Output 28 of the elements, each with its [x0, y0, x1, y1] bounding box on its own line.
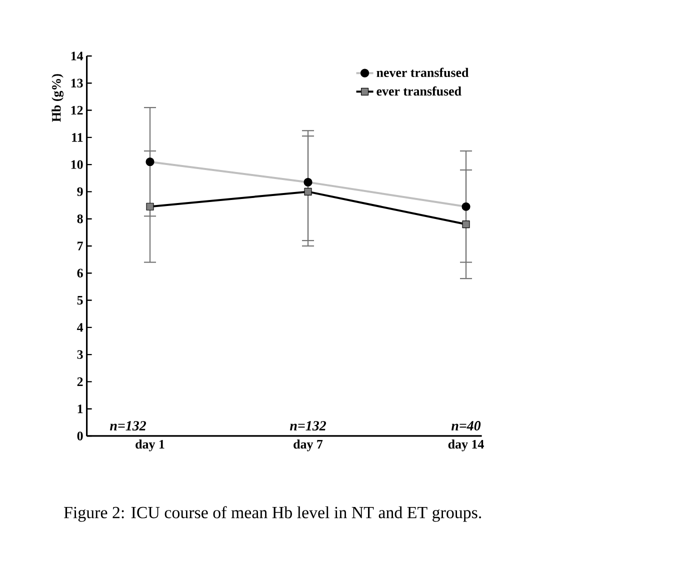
annotation: n=132	[110, 421, 146, 430]
y-tick-label: 5	[77, 296, 83, 305]
y-tick-label: 9	[77, 187, 83, 196]
point	[304, 188, 312, 196]
x-tick-label: day 1	[136, 440, 164, 452]
x-tick-label: day 7	[294, 440, 323, 452]
y-tick-label: 6	[77, 268, 83, 278]
y-tick-label: 10	[71, 160, 83, 169]
caption: Figure 2: ICU course of mean Hb level in NT and ET groups.	[64, 506, 482, 522]
y-tick-label: 8	[77, 214, 83, 224]
x-tick-label: day 14	[448, 440, 484, 452]
y-tick-label: 12	[71, 106, 83, 115]
point	[146, 202, 154, 210]
y-tick-label: 4	[76, 323, 84, 332]
y-tick-label: 3	[77, 350, 83, 359]
y-tick-label: 13	[71, 78, 83, 88]
legend-label: never transfused	[376, 68, 469, 78]
y-tick-label: 7	[78, 242, 83, 250]
y-tick-label: 11	[72, 133, 83, 142]
point	[462, 220, 470, 228]
y-tick-label: 0	[77, 432, 83, 440]
legend-label: ever transfused	[376, 86, 462, 96]
annotation: n=40	[451, 421, 481, 430]
y-tick-label: 1	[78, 404, 83, 414]
y-tick-label: 14	[71, 52, 84, 60]
y-axis-title: Hb (g%)	[52, 74, 64, 122]
annotation: n=132	[290, 421, 326, 430]
y-tick-label: 2	[77, 377, 83, 386]
